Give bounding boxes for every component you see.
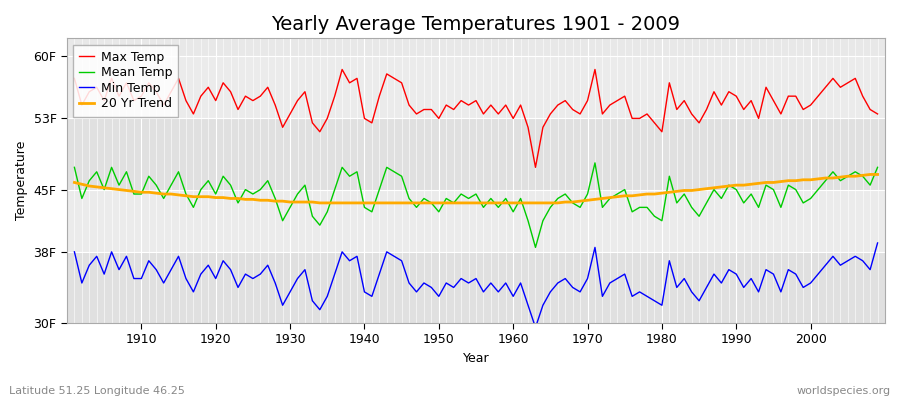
20 Yr Trend	[605, 195, 616, 200]
Max Temp	[337, 67, 347, 72]
20 Yr Trend	[69, 180, 80, 185]
20 Yr Trend	[344, 200, 355, 205]
Mean Temp	[129, 192, 140, 196]
Line: Mean Temp: Mean Temp	[75, 163, 878, 248]
Max Temp	[69, 76, 80, 81]
Min Temp	[500, 280, 511, 285]
Bar	[67, 252, 885, 323]
Min Temp	[129, 276, 140, 281]
Mean Temp	[612, 192, 623, 196]
Max Temp	[344, 80, 355, 85]
Line: Min Temp: Min Temp	[75, 243, 878, 328]
Mean Temp	[590, 160, 600, 165]
Min Temp	[530, 325, 541, 330]
Mean Temp	[500, 196, 511, 201]
Bar	[67, 190, 885, 252]
Max Temp	[515, 103, 526, 108]
20 Yr Trend	[872, 172, 883, 177]
20 Yr Trend	[292, 200, 303, 204]
Text: Latitude 51.25 Longitude 46.25: Latitude 51.25 Longitude 46.25	[9, 386, 184, 396]
20 Yr Trend	[314, 200, 325, 205]
Max Temp	[508, 116, 518, 121]
20 Yr Trend	[129, 189, 140, 194]
20 Yr Trend	[508, 200, 518, 205]
20 Yr Trend	[515, 200, 526, 205]
Bar	[67, 118, 885, 190]
20 Yr Trend	[865, 172, 876, 177]
Legend: Max Temp, Mean Temp, Min Temp, 20 Yr Trend: Max Temp, Mean Temp, Min Temp, 20 Yr Tre…	[73, 44, 178, 116]
Line: Max Temp: Max Temp	[75, 70, 878, 167]
Mean Temp	[872, 165, 883, 170]
Min Temp	[337, 250, 347, 254]
Max Temp	[129, 98, 140, 103]
Y-axis label: Temperature: Temperature	[15, 141, 28, 220]
Max Temp	[612, 98, 623, 103]
X-axis label: Year: Year	[463, 352, 490, 365]
Line: 20 Yr Trend: 20 Yr Trend	[75, 174, 878, 203]
Max Temp	[872, 112, 883, 116]
Mean Temp	[337, 165, 347, 170]
Mean Temp	[69, 165, 80, 170]
Max Temp	[530, 165, 541, 170]
Text: worldspecies.org: worldspecies.org	[796, 386, 891, 396]
Mean Temp	[292, 192, 303, 196]
Min Temp	[69, 250, 80, 254]
Min Temp	[292, 276, 303, 281]
Min Temp	[872, 240, 883, 245]
Max Temp	[292, 98, 303, 103]
Min Temp	[508, 294, 518, 299]
Min Temp	[605, 280, 616, 285]
Mean Temp	[530, 245, 541, 250]
Bar	[67, 56, 885, 118]
Title: Yearly Average Temperatures 1901 - 2009: Yearly Average Temperatures 1901 - 2009	[272, 15, 680, 34]
Mean Temp	[508, 210, 518, 214]
